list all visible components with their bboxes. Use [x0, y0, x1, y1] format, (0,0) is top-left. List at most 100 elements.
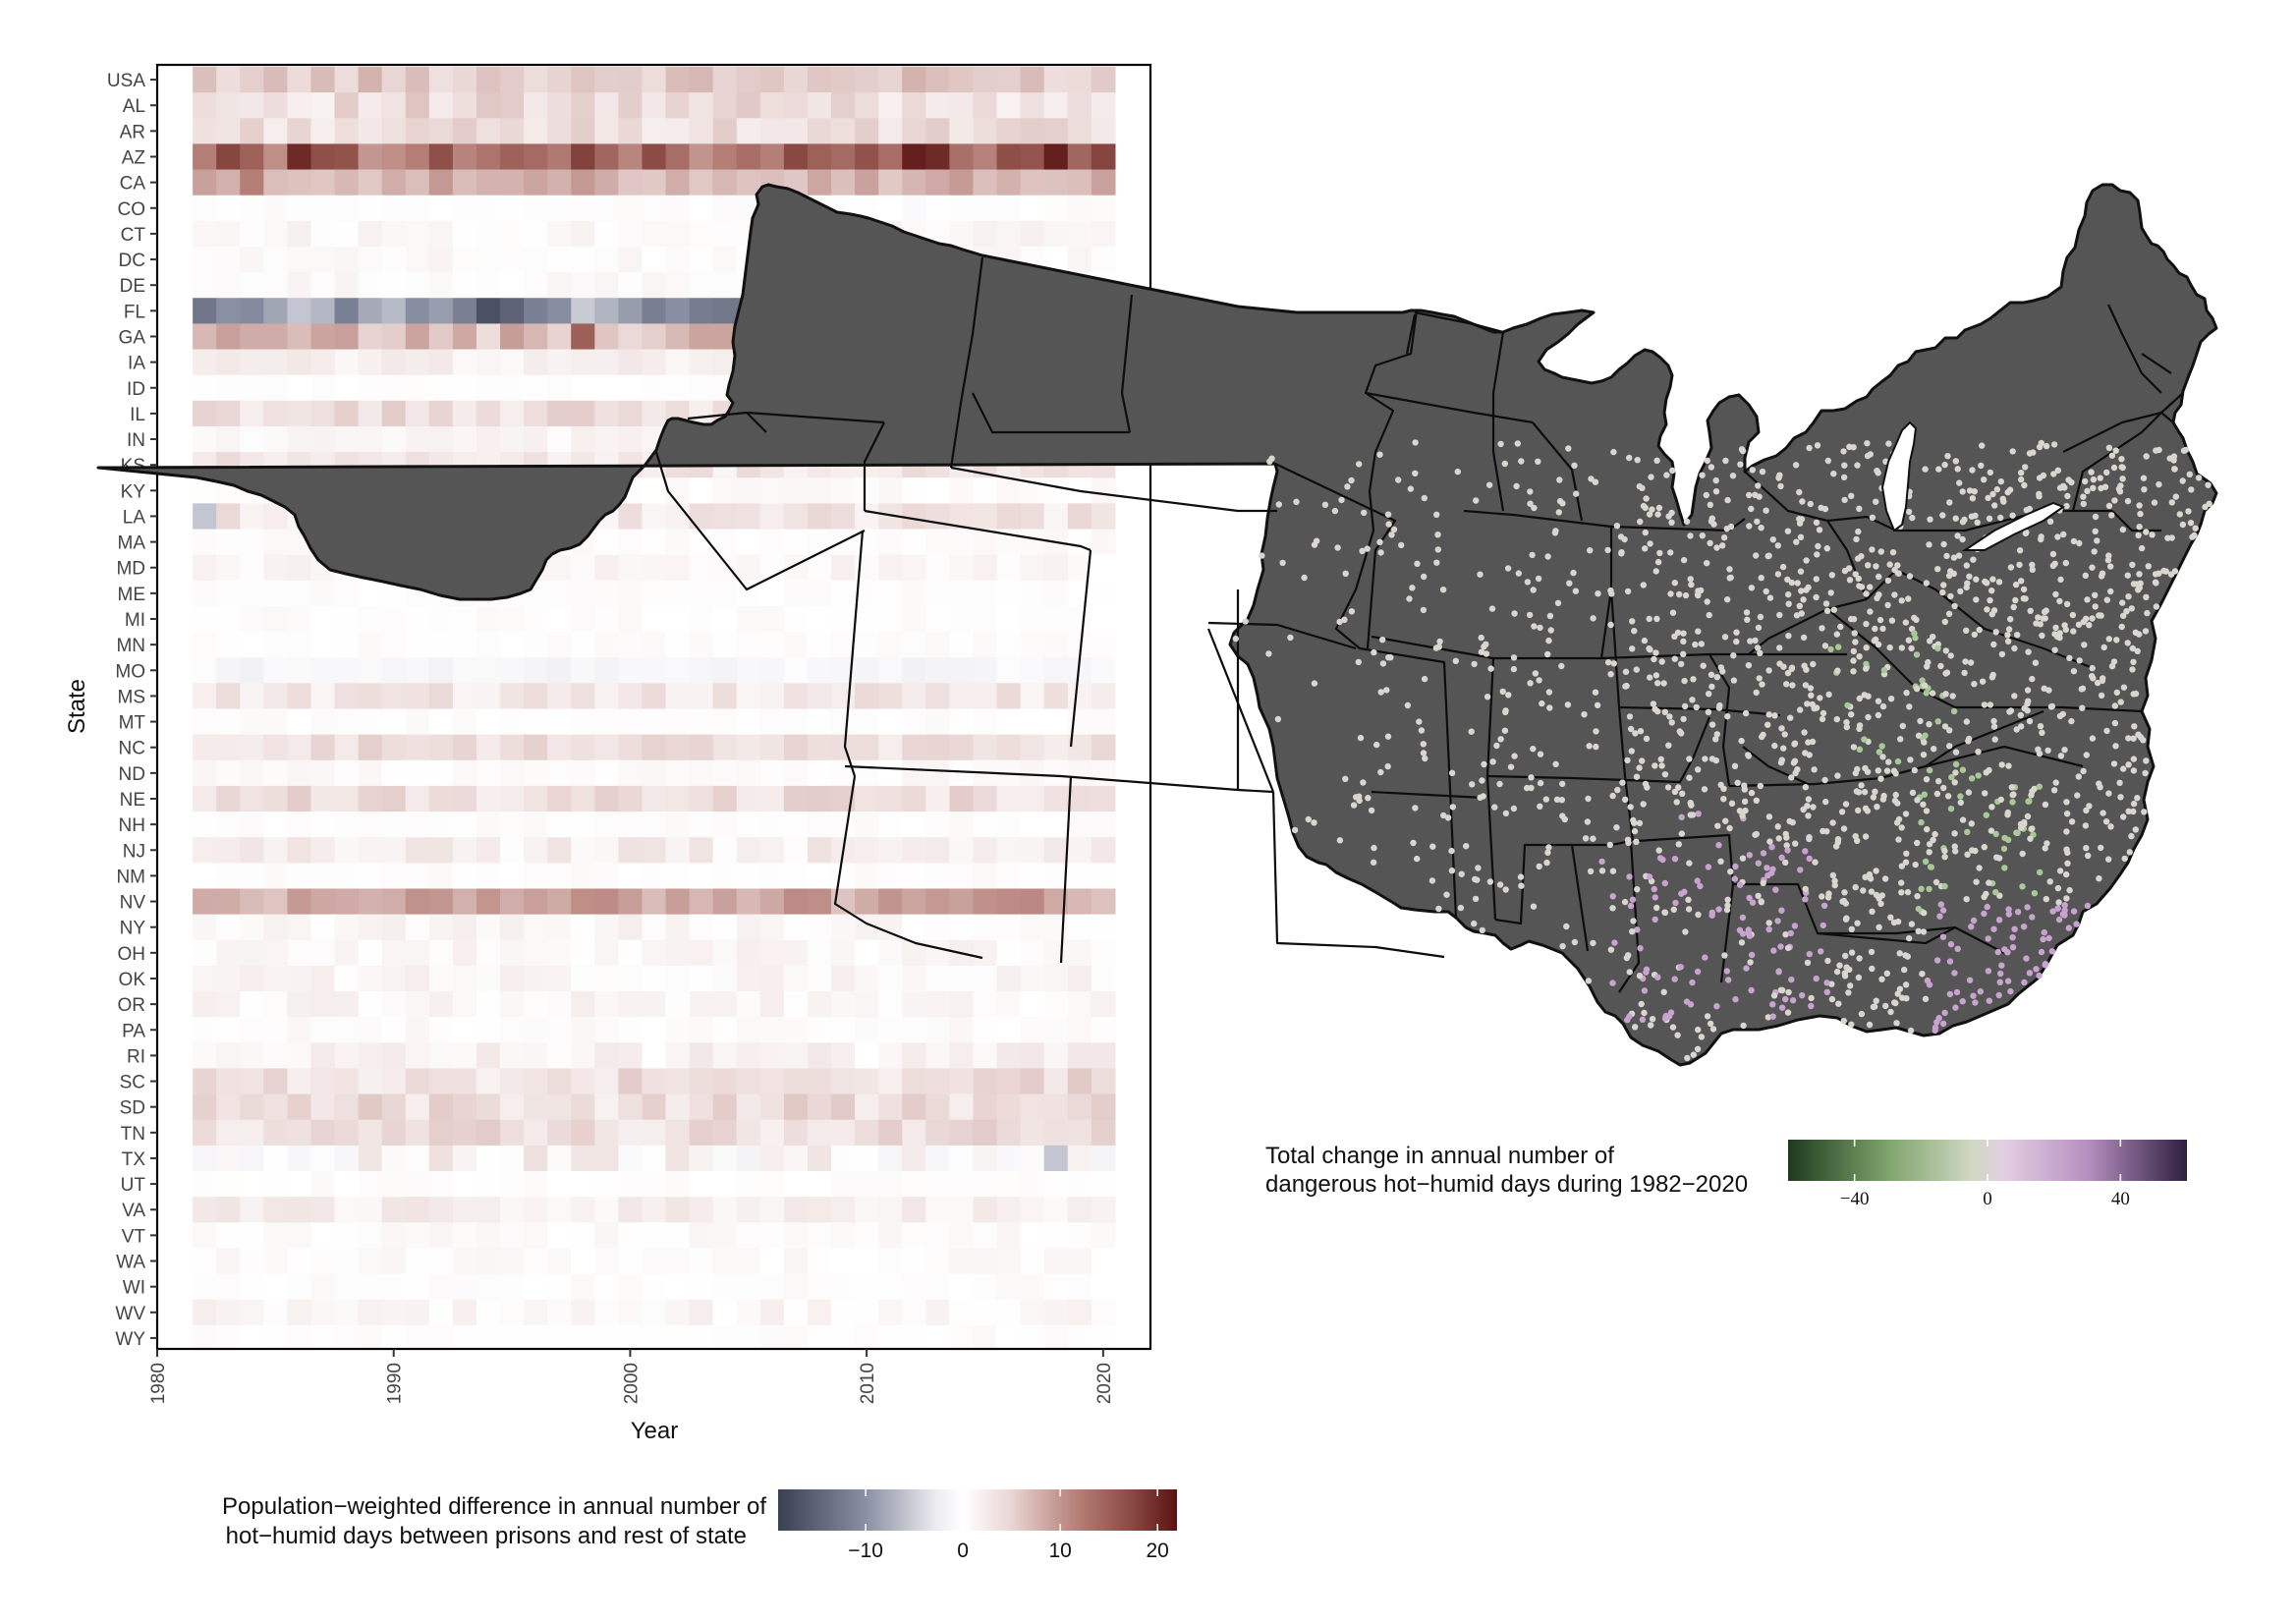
station-point	[2070, 537, 2078, 545]
heatmap-cell	[334, 580, 360, 607]
station-point	[1742, 807, 1749, 814]
heatmap-cell	[925, 1145, 950, 1172]
station-point	[1804, 700, 1811, 707]
heatmap-cell	[500, 92, 525, 119]
station-point	[1698, 1034, 1706, 1040]
heatmap-cell	[547, 734, 572, 761]
heatmap-cell	[524, 632, 548, 658]
station-point	[2066, 654, 2073, 661]
station-point	[1753, 830, 1761, 838]
station-point	[1798, 588, 1805, 594]
y-tick-label: WI	[123, 1278, 145, 1299]
heatmap-cell	[902, 1299, 926, 1326]
station-point	[2011, 693, 2018, 700]
station-point	[1749, 467, 1757, 474]
station-point	[1923, 580, 1931, 587]
station-point	[2130, 735, 2137, 742]
station-point	[1821, 643, 1829, 649]
heatmap-cell	[878, 888, 903, 916]
station-point	[2097, 475, 2103, 481]
y-tick-label: SC	[120, 1073, 145, 1093]
station-point	[1643, 735, 1651, 743]
heatmap-cell	[193, 657, 217, 684]
heatmap-cell	[949, 683, 975, 710]
heatmap-cell	[1020, 734, 1045, 761]
heatmap-cell	[689, 272, 714, 299]
heatmap-cell	[334, 272, 360, 299]
station-point	[1689, 697, 1696, 703]
heatmap-cell	[925, 632, 950, 658]
heatmap-cell	[263, 529, 288, 556]
heatmap-cell	[973, 1017, 998, 1043]
station-point	[1965, 789, 1973, 796]
station-point	[1674, 1032, 1681, 1038]
heatmap-cell	[878, 1248, 903, 1275]
heatmap-cells	[193, 67, 1116, 1352]
station-point	[1637, 518, 1644, 526]
y-tick-label: AL	[123, 96, 145, 117]
heatmap-cell	[1091, 657, 1116, 684]
station-point	[1695, 911, 1702, 919]
station-point	[1342, 775, 1349, 782]
heatmap-cell	[193, 246, 217, 273]
station-point	[1618, 549, 1625, 556]
y-tick-label: VT	[122, 1226, 146, 1247]
heatmap-cell	[500, 1222, 525, 1250]
heatmap-cell	[783, 1093, 809, 1121]
heatmap-cell	[1043, 1093, 1069, 1121]
heatmap-cell	[287, 1093, 312, 1121]
station-point	[1652, 649, 1659, 656]
station-point	[1869, 546, 1876, 553]
station-point	[2021, 481, 2028, 489]
station-point	[2188, 486, 2195, 493]
station-point	[1529, 551, 1536, 559]
station-point	[1507, 763, 1515, 770]
heatmap-cell	[428, 1171, 454, 1198]
heatmap-cell	[381, 683, 407, 710]
heatmap-cell	[452, 1093, 477, 1121]
heatmap-cell	[381, 169, 407, 196]
station-point	[1879, 702, 1887, 710]
heatmap-cell	[689, 1197, 714, 1223]
heatmap-cell	[240, 605, 264, 633]
heatmap-cell	[310, 246, 336, 273]
heatmap-cell	[855, 812, 879, 838]
station-point	[1695, 766, 1702, 773]
heatmap-cell	[949, 220, 975, 248]
station-point	[2032, 659, 2040, 666]
station-point	[1293, 498, 1300, 505]
station-point	[1726, 824, 1733, 832]
heatmap-cell	[1043, 632, 1069, 658]
station-point	[1663, 472, 1670, 478]
heatmap-cell	[263, 683, 288, 710]
heatmap-cell	[287, 1197, 312, 1223]
station-point	[1685, 906, 1693, 913]
station-point	[1712, 476, 1719, 484]
heatmap-cell	[925, 785, 950, 812]
heatmap-cell	[855, 1093, 879, 1121]
station-point	[1376, 451, 1383, 458]
heatmap-cell	[287, 657, 312, 684]
station-point	[2042, 845, 2048, 852]
heatmap-cell	[358, 1042, 383, 1070]
station-point	[1537, 624, 1543, 632]
heatmap-cell	[925, 118, 950, 145]
station-point	[1876, 573, 1882, 581]
heatmap-cell	[831, 965, 856, 992]
station-point	[1983, 812, 1990, 818]
station-point	[2011, 644, 2018, 652]
heatmap-cell	[759, 118, 785, 145]
station-point	[1473, 497, 1480, 504]
heatmap-cell	[712, 1299, 738, 1326]
heatmap-cell	[405, 605, 430, 633]
heatmap-cell	[310, 1093, 336, 1121]
heatmap-cell	[452, 1273, 477, 1301]
heatmap-cell	[855, 143, 879, 171]
station-point	[2105, 856, 2112, 863]
station-point	[1713, 731, 1721, 738]
heatmap-cell	[358, 632, 383, 658]
heatmap-cell	[949, 991, 975, 1018]
station-point	[1970, 556, 1977, 563]
heatmap-cell	[925, 1197, 950, 1223]
station-point	[1636, 819, 1644, 826]
